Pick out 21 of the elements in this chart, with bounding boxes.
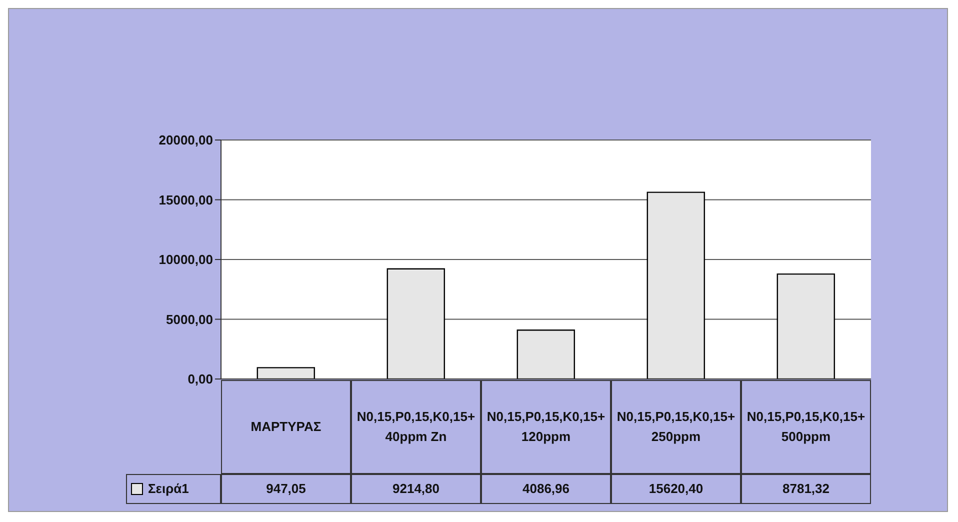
bar [516,330,575,379]
x-tick-label: N0,15,P0,15,K0,15+500ppm [741,380,871,474]
data-label: 8781,32 [741,474,871,504]
bar [646,192,705,379]
x-tick-label: N0,15,P0,15,K0,15+40ppm Zn [351,380,481,474]
bar [256,367,315,379]
y-tick-label: 5000,00 [166,312,213,327]
y-tick-label: 10000,00 [158,252,213,268]
x-tick-label: ΜΑΡΤΥΡΑΣ [221,380,351,474]
y-tick-label: 20000,00 [158,132,213,148]
bar [776,273,835,379]
data-label: 15620,40 [611,474,741,504]
bar [386,268,445,379]
x-tick-label: N0,15,P0,15,K0,15+250ppm [611,380,741,474]
data-label: 947,05 [221,474,351,504]
y-tick-label: 0,00 [188,372,213,387]
legend-label: Σειρά1 [148,480,189,498]
data-label: 9214,80 [351,474,481,504]
x-tick-label: N0,15,P0,15,K0,15+120ppm [481,380,611,474]
data-label: 4086,96 [481,474,611,504]
y-tick-label: 15000,00 [158,192,213,208]
